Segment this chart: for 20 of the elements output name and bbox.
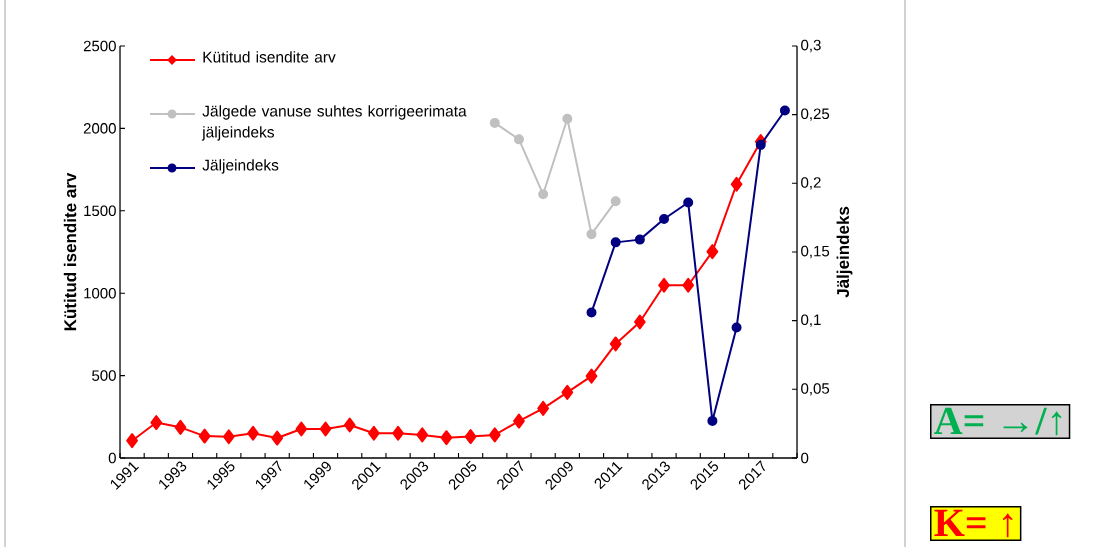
legend-label: Kütitud isendite arv <box>203 51 336 63</box>
y2-tick-label: 0,05 <box>801 383 830 396</box>
y-tick-label: 2500 <box>83 40 116 52</box>
y2-tick-label: 0,2 <box>801 177 821 190</box>
y2-tick-label: 0,15 <box>801 245 830 259</box>
y2-axis-title: Jäljeindeks <box>836 206 853 298</box>
y2-tick-label: 0,1 <box>801 314 821 327</box>
y-tick-label: 2000 <box>83 123 116 134</box>
y-tick-label: 500 <box>92 370 116 381</box>
y2-tick-label: 0,25 <box>801 108 830 121</box>
y-tick-label: 1000 <box>84 287 116 299</box>
text: A= →/↑ <box>934 407 1062 436</box>
legend-label: Jälgede vanuse suhtes korrigeerimata jäljeindeks <box>201 105 467 141</box>
y-axis-title: Kütitud isendite arv <box>63 172 77 331</box>
y2-tick-label: 0,3 <box>801 39 821 53</box>
y-tick-label: 1500 <box>84 205 116 217</box>
y-tick-label: 0 <box>108 452 116 464</box>
legend-label: Jäljeindeks <box>202 159 279 174</box>
y2-tick-label: 0 <box>801 452 809 464</box>
text: K= ↑ <box>934 509 1013 538</box>
